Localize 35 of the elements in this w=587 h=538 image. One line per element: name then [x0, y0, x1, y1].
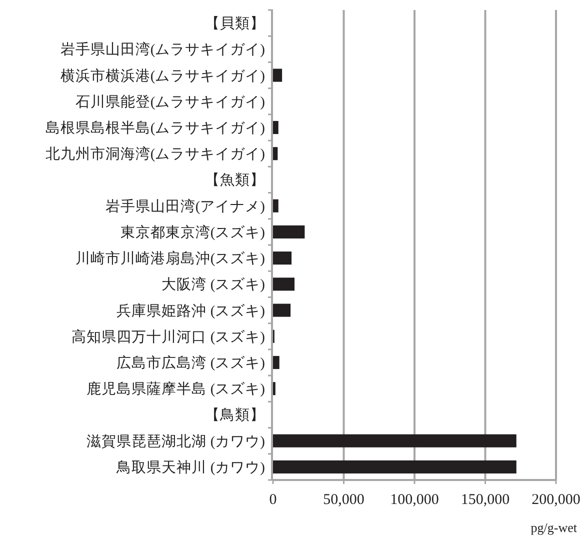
x-tick-label: 150,000 [460, 492, 510, 508]
bar [273, 68, 282, 82]
bar [273, 147, 278, 160]
y-tick-label: 東京都東京湾(スズキ) [120, 224, 266, 241]
y-tick-label: 岩手県山田湾(アイナメ) [105, 198, 266, 215]
bar [273, 460, 516, 474]
y-tick-label: 鹿児島県薩摩半島 (スズキ) [86, 380, 266, 398]
y-tick-label: 石川県能登(ムラサキイガイ) [75, 93, 266, 110]
bar [273, 356, 280, 370]
y-tick-label: 兵庫県姫路沖 (スズキ) [116, 302, 266, 320]
y-tick-label: 広島市広島湾 (スズキ) [116, 354, 266, 372]
x-tick-label: 200,000 [532, 492, 580, 508]
y-tick-label: 岩手県山田湾(ムラサキイガイ) [60, 41, 266, 58]
bar [273, 199, 278, 212]
y-tick-label: 島根県島根半島(ムラサキイガイ) [45, 120, 266, 136]
y-tick-label: 北九州市洞海湾(ムラサキイガイ) [45, 146, 266, 163]
x-tick-label: 0 [269, 492, 277, 508]
y-tick-label: 【鳥類】 [205, 406, 265, 424]
x-tick-label: 100,000 [390, 492, 439, 508]
y-tick-label: 大阪湾 (スズキ) [162, 276, 266, 294]
bar [273, 434, 516, 448]
x-axis-title: pg/g-wet [530, 520, 578, 535]
bar [273, 304, 291, 317]
y-tick-label: 【魚類】 [205, 172, 265, 189]
bar [273, 278, 295, 291]
y-tick-label: 川崎市川崎港扇島沖(スズキ) [75, 250, 266, 268]
bar [273, 120, 278, 134]
y-tick-label: 高知県四万十川河口 (スズキ) [72, 328, 266, 346]
y-tick-label: 横浜市横浜港(ムラサキイガイ) [60, 67, 266, 84]
bar [273, 225, 305, 238]
x-tick-label: 50,000 [323, 492, 364, 508]
y-tick-label: 滋賀県琵琶湖北湖 (カワウ) [86, 432, 266, 450]
y-tick-label: 鳥取県天神川 (カワウ) [116, 458, 266, 476]
bar [273, 252, 292, 265]
y-tick-label: 【貝類】 [205, 15, 265, 32]
